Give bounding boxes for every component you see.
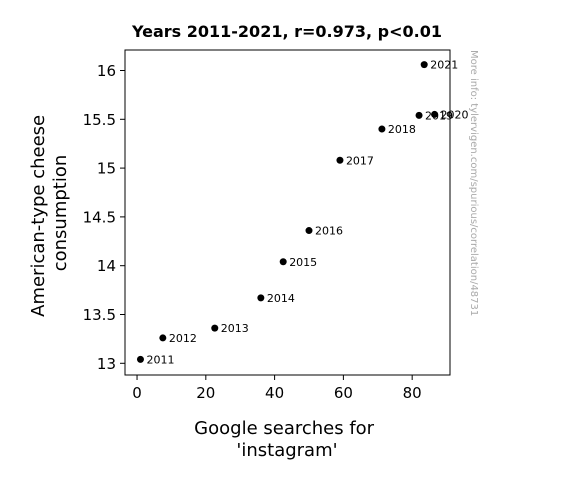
watermark: More info: tylervigen.com/spurious/corre… (468, 50, 479, 316)
x-axis-label-line-1: Google searches for (194, 418, 375, 439)
point-label: 2011 (146, 353, 174, 366)
data-points: 2011201220132014201520162017201820192020… (136, 59, 469, 366)
x-axis: 0 20 40 60 80 (132, 375, 422, 402)
data-point (279, 258, 287, 266)
data-point (431, 110, 439, 118)
y-axis-label-line-2: consumption (50, 155, 71, 272)
plot-area (124, 49, 451, 376)
x-tick-label: 40 (265, 384, 284, 402)
x-tick-label: 80 (403, 384, 422, 402)
point-label: 2020 (441, 108, 469, 121)
y-tick-label: 14.5 (83, 208, 116, 226)
point-label: 2017 (346, 154, 374, 167)
data-point (211, 324, 219, 332)
point-label: 2013 (221, 322, 249, 335)
y-tick-label: 14 (97, 257, 116, 275)
x-tick-label: 0 (132, 384, 142, 402)
point-label: 2012 (169, 332, 197, 345)
point-label: 2021 (430, 59, 458, 72)
data-point (415, 111, 423, 119)
chart-title: Years 2011-2021, r=0.973, p<0.01 (131, 22, 442, 41)
y-axis: 13 13.5 14 14.5 15 15.5 16 (83, 62, 125, 373)
x-tick-label: 60 (334, 384, 353, 402)
point-label: 2018 (388, 123, 416, 136)
point-label: 2015 (289, 256, 317, 269)
x-axis-label-line-2: 'instagram' (236, 440, 337, 461)
y-axis-label-line-1: American-type cheese (28, 115, 49, 317)
data-point (159, 334, 167, 342)
data-point (136, 355, 144, 363)
point-label: 2016 (315, 225, 343, 238)
x-tick-label: 20 (196, 384, 215, 402)
y-tick-label: 13.5 (83, 306, 116, 324)
y-tick-label: 16 (97, 62, 116, 80)
data-point (378, 125, 386, 133)
y-tick-label: 15 (97, 160, 116, 178)
y-tick-label: 13 (97, 355, 116, 373)
data-point (257, 294, 265, 302)
x-axis-label: Google searches for 'instagram' (194, 418, 380, 461)
data-point (420, 61, 428, 69)
point-label: 2014 (267, 292, 295, 305)
data-point (336, 156, 344, 164)
y-axis-label: American-type cheese consumption (28, 109, 71, 317)
y-tick-label: 15.5 (83, 111, 116, 129)
data-point (305, 227, 313, 235)
